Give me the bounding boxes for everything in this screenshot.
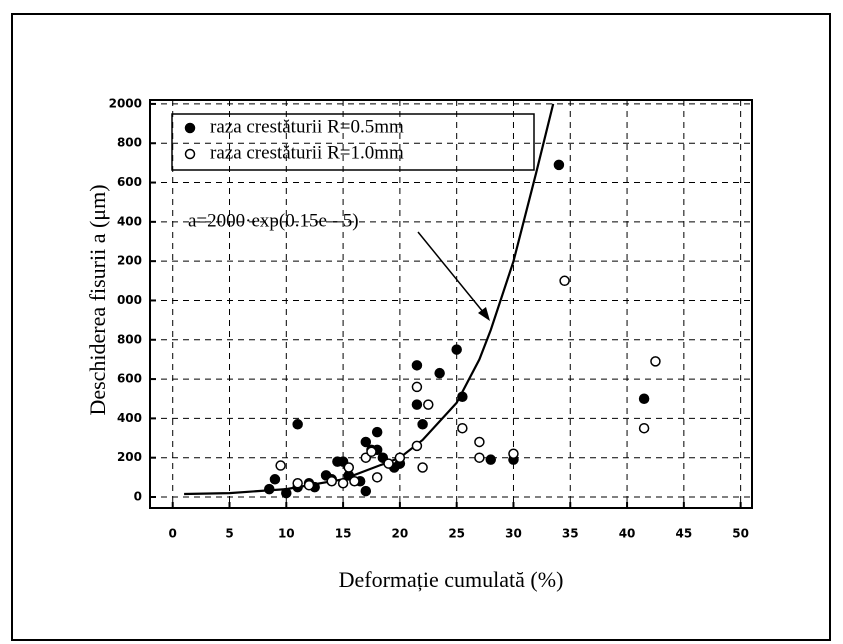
data-point: [275, 460, 286, 471]
data-point: [411, 399, 423, 410]
y-tick-label: 0: [134, 489, 142, 503]
data-point: [411, 360, 423, 371]
x-tick-label: 0: [169, 527, 177, 541]
data-point: [417, 419, 428, 430]
y-tick-label: 400: [117, 214, 142, 228]
data-point: [411, 381, 423, 393]
data-point: [638, 393, 650, 404]
y-tick-label: 600: [117, 175, 142, 189]
legend-marker: [184, 122, 196, 134]
fit-curve: [184, 103, 555, 496]
data-point: [423, 399, 434, 410]
data-point: [474, 436, 485, 448]
data-point: [281, 487, 292, 499]
data-point: [394, 452, 406, 463]
data-point: [264, 483, 275, 495]
data-point: [360, 436, 372, 448]
y-tick-label: 800: [117, 332, 142, 346]
data-point: [485, 454, 497, 465]
data-point: [349, 476, 360, 487]
data-point: [451, 344, 462, 355]
data-point: [434, 367, 445, 379]
data-point: [371, 472, 383, 483]
y-tick-label: 2000: [109, 96, 142, 110]
x-axis-label: Deformație cumulată (%): [339, 567, 564, 592]
plot-frame: [149, 99, 753, 509]
data-point: [337, 477, 349, 489]
data-point: [457, 422, 468, 434]
legend-label: raza crestăturii R=1.0mm: [210, 142, 404, 163]
data-point: [383, 458, 394, 469]
data-point: [292, 419, 303, 430]
data-point: [553, 159, 565, 171]
x-tick-label: 30: [505, 527, 522, 541]
data-point: [269, 474, 281, 485]
y-axis-label: Deschiderea fisurii a (μm): [85, 184, 110, 415]
annotation-arrow: [417, 231, 489, 319]
x-tick-label: 35: [562, 527, 579, 541]
data-point: [343, 462, 355, 473]
y-tick-label: 600: [117, 372, 142, 386]
data-point: [508, 448, 519, 460]
data-point: [360, 485, 372, 497]
data-point: [303, 479, 315, 491]
data-point: [638, 422, 650, 434]
legend-label: raza crestăturii R=0.5mm: [210, 116, 404, 137]
legend-box: [171, 113, 535, 171]
y-tick-label: 200: [117, 450, 142, 464]
data-point: [371, 426, 383, 438]
data-point: [411, 440, 423, 452]
data-point: [650, 356, 661, 367]
x-tick-label: 15: [335, 527, 352, 541]
arrow-head: [478, 307, 490, 321]
data-point: [417, 462, 428, 473]
y-tick-label: 400: [117, 411, 142, 425]
annotation: a=2000·exp(0.15e - 5): [188, 210, 359, 231]
x-tick-label: 20: [392, 527, 409, 541]
data-point: [474, 452, 485, 463]
data-point: [326, 476, 337, 487]
y-tick-label: 000: [117, 293, 142, 307]
outer-frame: [11, 13, 831, 641]
x-tick-label: 5: [225, 527, 233, 541]
data-point: [559, 275, 570, 287]
x-tick-label: 25: [448, 527, 465, 541]
x-tick-label: 45: [675, 527, 692, 541]
x-tick-label: 10: [278, 527, 295, 541]
data-point: [292, 477, 303, 489]
y-tick-label: 800: [117, 136, 142, 150]
x-tick-label: 40: [619, 527, 636, 541]
data-point: [457, 391, 468, 403]
x-tick-label: 50: [732, 527, 749, 541]
legend-marker: [184, 148, 196, 160]
y-tick-label: 200: [117, 254, 142, 268]
data-point: [366, 446, 377, 458]
